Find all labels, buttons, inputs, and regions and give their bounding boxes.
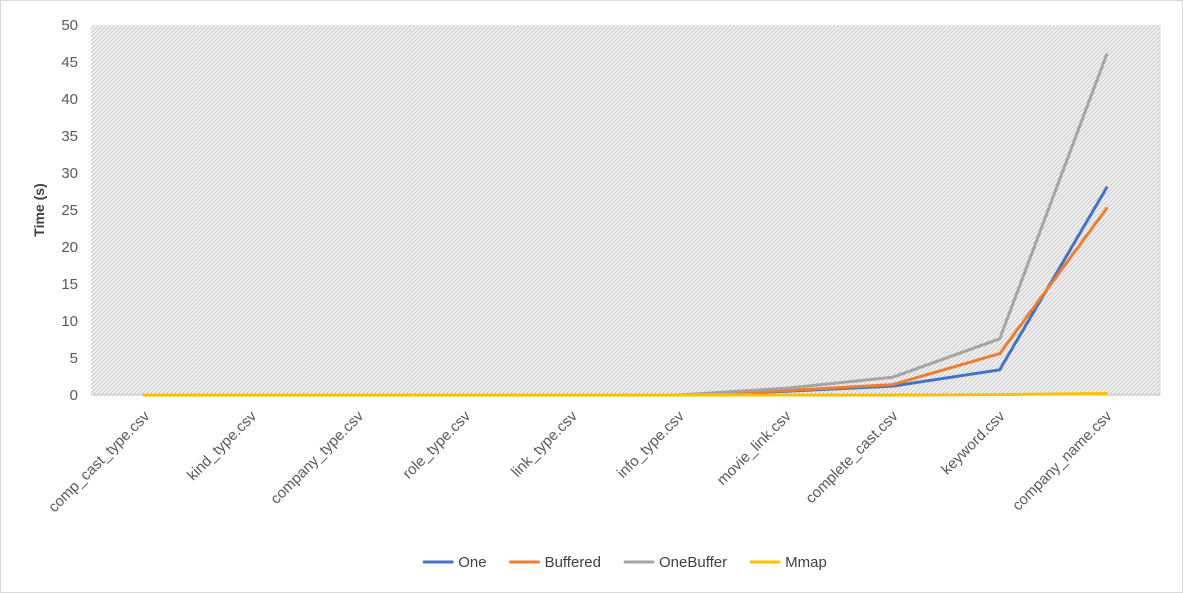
x-axis: comp_cast_type.csv kind_type.csv company_t… [45,394,1160,516]
x-tick-label: company_type.csv [267,407,367,507]
x-tick-label: movie_link.csv [714,407,795,488]
legend-item-mmap: Mmap [749,554,827,571]
x-tick-label: company_name.csv [1009,407,1116,514]
legend-label: One [458,554,486,571]
legend-item-buffered: Buffered [509,554,601,571]
legend: One Buffered OneBuffer Mmap [422,554,827,571]
y-tick-label: 5 [70,350,78,367]
y-axis: 0 5 10 15 20 25 30 35 40 45 50 [61,17,78,404]
y-tick-label: 10 [61,313,78,330]
y-tick-label: 30 [61,165,78,182]
x-tick-label: role_type.csv [399,407,474,482]
x-tick-label: keyword.csv [938,407,1009,478]
y-axis-title: Time (s) [31,183,47,236]
y-tick-label: 45 [61,54,78,71]
series-lines [142,53,1109,397]
legend-label: Mmap [785,554,827,571]
y-tick-label: 15 [61,276,78,293]
legend-item-one: One [422,554,487,571]
x-tick-label: kind_type.csv [184,407,261,484]
x-tick-label: info_type.csv [614,407,688,481]
x-tick-label: comp_cast_type.csv [45,407,153,515]
y-tick-label: 20 [61,239,78,256]
y-tick-label: 40 [61,91,78,108]
legend-label: OneBuffer [659,554,727,571]
y-tick-label: 50 [61,17,78,34]
legend-item-onebuffer: OneBuffer [623,554,727,571]
x-tick-label: link_type.csv [508,407,581,480]
series-line-mmap [142,392,1109,397]
legend-label: Buffered [545,554,601,571]
y-tick-label: 25 [61,202,78,219]
y-tick-label: 35 [61,128,78,145]
x-tick-label: complete_cast.csv [802,407,902,507]
gridlines [197,25,1161,395]
y-tick-label: 0 [70,387,78,404]
